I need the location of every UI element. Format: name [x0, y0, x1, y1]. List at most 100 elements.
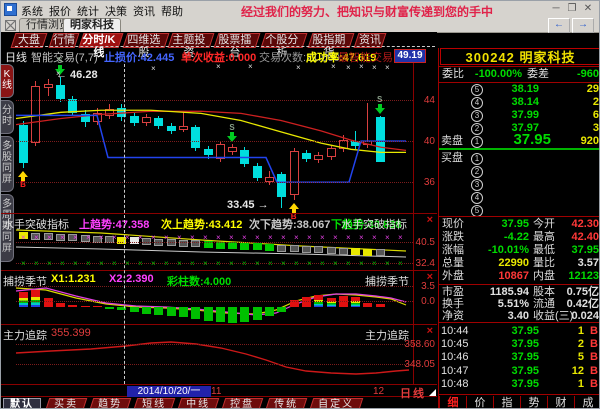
- quote-tab-5[interactable]: 成: [574, 396, 599, 408]
- strategy-tab-1[interactable]: 买卖: [44, 398, 88, 408]
- candle: [105, 109, 115, 117]
- candle: [375, 117, 385, 163]
- sailor-lower-mark: ×: [34, 259, 39, 268]
- level-number: 5: [471, 84, 483, 96]
- doc-tab-0[interactable]: 行情浏览: [19, 18, 77, 32]
- chart-header-item-6: 最智能交易: [338, 52, 393, 64]
- strategy-tab-4[interactable]: 中线: [176, 398, 220, 408]
- maximize-button[interactable]: ❐: [567, 3, 577, 14]
- close-fishing-panel-icon[interactable]: ×: [426, 271, 433, 283]
- candle: [228, 147, 238, 153]
- buy-level-row[interactable]: 3: [439, 178, 599, 191]
- divider: [439, 82, 599, 83]
- level-number: 3: [471, 110, 483, 122]
- force-indicator-value: 355.399: [51, 327, 91, 339]
- fin-label: 量比: [533, 257, 555, 269]
- nav-forward-button[interactable]: →: [572, 18, 594, 33]
- gridline: [16, 100, 413, 101]
- view-tab-3[interactable]: 多周期同屏: [1, 194, 14, 262]
- quote-tab-0[interactable]: 细: [439, 396, 466, 408]
- sell-level-row[interactable]: 3 37.99 6: [439, 109, 599, 122]
- sell-level-row[interactable]: 卖盘 1 37.95 920: [439, 132, 599, 148]
- menu-4[interactable]: 资讯: [133, 6, 155, 18]
- chart-header: 日线 智能交易(7,7) 止损价:42.445 单次收益:0.000 交易次数:21.0…: [1, 49, 437, 64]
- tool-icon[interactable]: [5, 20, 16, 31]
- gridline: [16, 182, 413, 183]
- menu-1[interactable]: 报价: [49, 6, 71, 18]
- market-nav-tabs: 大盘 行情 分时/K线 四维选股 主题投资 股票擂台 个股分析 股指期货 资讯: [1, 32, 437, 59]
- buy-level-row[interactable]: 2: [439, 165, 599, 178]
- quote-tab-1[interactable]: 价: [466, 396, 493, 408]
- quote-tab-2[interactable]: 指: [493, 396, 520, 408]
- fin-label: 最高: [533, 231, 555, 243]
- trade-x-mark: ×: [372, 63, 377, 72]
- view-tab-2[interactable]: 多股同屏: [1, 136, 14, 192]
- quote-tab-3[interactable]: 势: [520, 396, 547, 408]
- menu-2[interactable]: 统计: [77, 6, 99, 18]
- fin-value: -4.22: [503, 231, 529, 243]
- sailor-upper-mark: ×: [138, 233, 143, 242]
- price-axis-divider: [413, 63, 414, 384]
- period-label[interactable]: 日线: [400, 388, 426, 400]
- nav-back-button[interactable]: ←: [548, 18, 570, 33]
- fishing-bar-down: [215, 307, 225, 322]
- buy-level-row[interactable]: 4: [439, 191, 599, 204]
- tick-volume: 2: [577, 338, 584, 351]
- cursor-date-box[interactable]: 2014/10/20/一: [127, 386, 211, 397]
- tick-volume: 1: [577, 325, 584, 337]
- fin-value: 42.40: [571, 231, 599, 243]
- sell-level-row[interactable]: 2 37.97 3: [439, 122, 599, 135]
- y-tick: 348.05: [404, 359, 435, 370]
- strategy-tab-2[interactable]: 趋势: [88, 398, 132, 408]
- tick-price: 37.95: [511, 325, 539, 337]
- doc-tab-1[interactable]: 明家科技: [63, 18, 121, 32]
- minimize-button[interactable]: ─: [552, 3, 560, 14]
- fin-label: 外盘: [442, 270, 464, 282]
- chart-plot-region[interactable]: B S S B S × × × × × × × × × × × × × × × × × × × × × × × × × × × × × × × × × × ×…: [1, 1, 437, 408]
- sailor-lower-mark: ×: [346, 259, 351, 268]
- quote-tab-4[interactable]: 财: [547, 396, 574, 408]
- sell-level-row[interactable]: 4 38.14 2: [439, 96, 599, 109]
- fishing-indicator-label-left: 捕捞季节: [3, 276, 47, 288]
- y-tick: 40.5: [415, 237, 435, 248]
- strategy-tab-6[interactable]: 传统: [264, 398, 308, 408]
- fishing-bar-down: [117, 307, 127, 310]
- low-price-annotation: 33.45 →: [227, 199, 269, 211]
- sailor-lower-mark: ×: [359, 259, 364, 268]
- sailor-box: [68, 234, 78, 242]
- strategy-tab-3[interactable]: 短线: [132, 398, 176, 408]
- sailor-lower-mark: ×: [177, 259, 182, 268]
- sailor-lower-mark: ×: [268, 259, 273, 268]
- menu-3[interactable]: 决策: [105, 6, 127, 18]
- menu-0[interactable]: 系统: [21, 6, 43, 18]
- close-button[interactable]: ✕: [583, 3, 593, 14]
- fin-label: 净资: [442, 310, 464, 322]
- weibi-value: -100.00%: [474, 68, 522, 80]
- trade-x-mark: ×: [56, 69, 61, 78]
- candle: [191, 126, 201, 149]
- view-tab-0[interactable]: K线: [1, 64, 14, 98]
- fin-label: 现价: [442, 218, 464, 230]
- menu-5[interactable]: 帮助: [161, 6, 183, 18]
- sailor-box: [363, 248, 373, 256]
- strategy-tab-5[interactable]: 控盘: [220, 398, 264, 408]
- candle: [252, 165, 262, 179]
- sell-level-row[interactable]: 5 38.19 29: [439, 83, 599, 96]
- level-price: 37.97: [511, 122, 539, 134]
- close-sailor-panel-icon[interactable]: ×: [426, 214, 433, 226]
- strategy-tab-0[interactable]: 默认: [3, 398, 41, 408]
- strategy-tab-7[interactable]: 自定义: [308, 398, 364, 408]
- sailor-box: [117, 236, 127, 244]
- fishing-bar-down: [252, 307, 262, 320]
- close-force-panel-icon[interactable]: ×: [426, 325, 433, 337]
- sailor-lower-mark: ×: [372, 259, 377, 268]
- view-tab-1[interactable]: 分时: [1, 100, 14, 134]
- candle: [68, 98, 78, 114]
- resize-corner-icon[interactable]: [429, 389, 436, 396]
- candle: [142, 117, 151, 123]
- buy-level-row[interactable]: 买盘 1: [439, 152, 599, 165]
- sailor-upper-mark: ×: [320, 233, 325, 242]
- weibi-label: 委比: [442, 68, 464, 80]
- marquee-text: 经过我们的努力、把知识与财富传递到您的手中: [241, 5, 494, 19]
